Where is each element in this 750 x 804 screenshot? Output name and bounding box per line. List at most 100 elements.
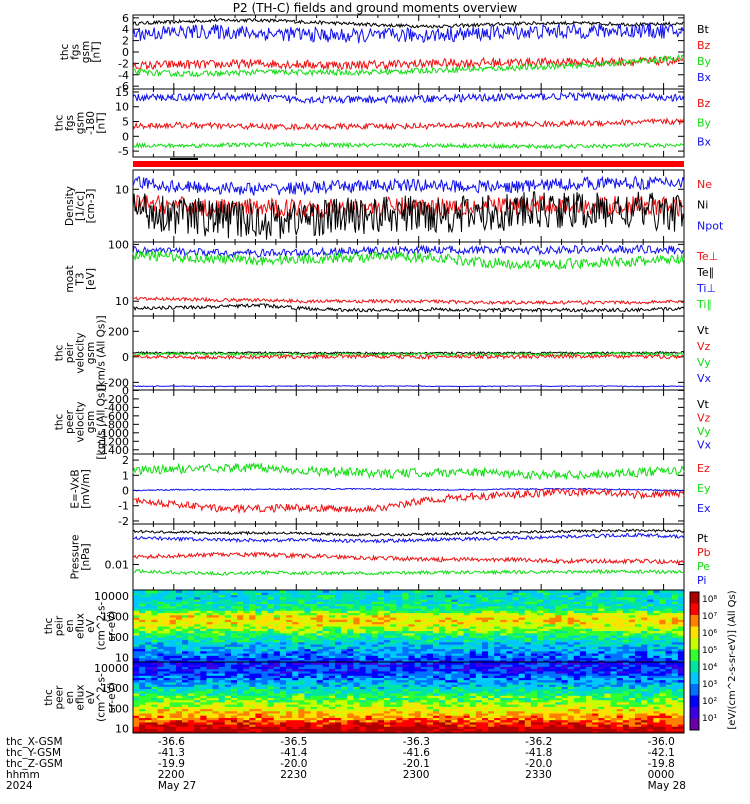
legend-entry: Ez [697,462,710,475]
series-bz-line [133,119,684,130]
legend-entry: Bz [697,39,711,52]
colorbar-tick-label: 10⁴ [702,663,717,673]
data-gap-marker [170,158,198,160]
panel-fgs_gsm [133,15,684,89]
colorbar-tick-label: 10¹ [702,714,717,724]
legend-entry: Te⊥ [696,250,718,263]
y-tick-label: 0 [122,130,129,143]
y-axis-label: [nPa] [80,543,92,570]
series-pb-line [133,553,684,565]
series-ex-line [133,488,684,491]
y-axis-label: [km/s (All Qs)] [96,315,108,390]
legend-entry: Bx [697,71,712,84]
legend-entry: Ti⊥ [696,282,716,295]
legend-entry: Ex [697,502,711,515]
legend-entry: Vz [697,412,711,425]
colorbar-tick-label: 10⁸ [702,595,717,605]
y-axis-label: [nT] [96,112,108,133]
orbit-row-value: May 27 [158,780,196,792]
panel-peir_velocity [133,316,684,390]
orbit-row-value: May 28 [648,780,686,792]
panel-frame [133,390,684,454]
legend-entry: Pi [697,574,706,587]
legend-entry: Te∥ [696,266,714,279]
y-tick-label: 0 [122,351,129,364]
y-axis-label: [km/s (All Qs)] [96,384,108,459]
legend-entry: Pb [697,546,711,559]
y-tick-label: 0.01 [105,558,130,571]
legend-entry: Ti∥ [696,298,712,311]
legend-entry: Bt [697,23,710,36]
y-tick-label: 10 [115,101,129,114]
y-tick-label: 5 [122,116,129,129]
y-axis-label: [nT] [90,41,102,62]
series-ti-line [133,245,684,257]
series-te-line [133,297,684,304]
legend-entry: Vy [697,425,711,438]
series-ez-line [133,488,684,512]
legend-entry: Vt [697,398,710,411]
y-tick-label: -1 [118,500,129,513]
colorbar-tick-label: 10² [702,697,717,707]
colorbar-tick-label: 10⁵ [702,646,717,656]
y-tick-label: 1 [122,469,129,482]
colorbar-tick-label: 10⁷ [702,612,717,622]
colorbar-tick-label: 10³ [702,680,717,690]
legend-entry: Bz [697,97,711,110]
colorbar-label: [eV/(cm^2-s-sr-eV)] (All Qs) [727,590,738,729]
colorbar-tick-label: 10⁶ [702,629,717,639]
series-ni-line [133,192,684,240]
y-axis-label: [mV/m] [80,469,92,508]
legend-entry: Npot [697,219,724,232]
orbit-row-value: 2230 [280,769,307,781]
panel-peer_spec [133,662,685,734]
legend-entry: Vy [697,356,711,369]
y-axis-label: [cm-3] [85,189,97,224]
panel-fgs_gsm_1 [133,89,684,157]
legend-entry: By [697,55,712,68]
y-tick-label: 10 [115,295,129,308]
panel-efield [133,454,684,524]
y-tick-label: 200 [108,325,129,338]
series-ey-line [133,463,684,479]
legend-entry: Pe [697,560,710,573]
legend-entry: Ni [697,199,708,212]
panel-pressure [133,524,684,590]
panel-temperature [133,242,684,316]
legend-entry: By [697,116,712,129]
y-tick-label: 10 [115,723,129,736]
orbit-row-value: 2300 [403,769,430,781]
y-tick-label: 2 [122,454,129,467]
legend-entry: Vz [697,340,711,353]
series-by-line [133,143,684,149]
y-tick-label: 100 [108,238,129,251]
y-axis-label: [eV] [85,268,97,290]
legend-entry: Ey [697,482,711,495]
y-tick-label: 10 [115,183,129,196]
y-tick-label: -5 [118,145,129,158]
y-axis-label: sr-eV) [106,682,118,713]
y-axis-label: sr-eV) [106,611,118,642]
series-vx-line [133,386,684,387]
legend-entry: Vx [697,439,712,452]
series-bz-line [133,57,684,71]
series-npot-line [133,177,684,196]
legend-entry: Ne [697,178,712,191]
orbit-row-value: 2330 [525,769,552,781]
panel-peir_spec [133,590,685,663]
series-bx-line [133,23,684,43]
legend-entry: Vx [697,372,712,385]
y-tick-label: 15 [115,86,129,99]
series-pe-line [133,570,684,576]
legend-entry: Pt [697,532,709,545]
y-tick-label: 10000 [94,590,129,603]
y-tick-label: 10000 [94,662,129,675]
legend-entry: Vt [697,324,710,337]
panel-density [133,170,684,242]
orbit-row-label: 2024 [6,780,33,792]
panel-peer_velocity [133,390,684,454]
y-tick-label: -2 [118,515,129,528]
chart-title: P2 (TH-C) fields and ground moments over… [0,1,750,15]
series-te-line [133,304,684,312]
